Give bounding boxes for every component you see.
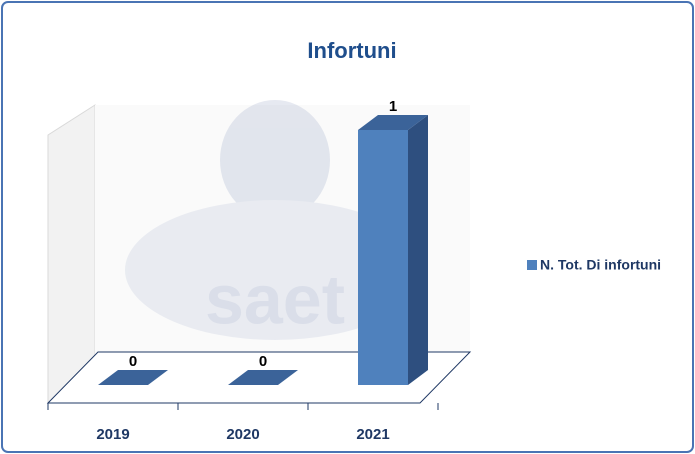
legend-label: N. Tot. Di infortuni [540,257,661,273]
data-label: 1 [389,98,397,115]
bar [358,115,428,385]
bar-face [408,115,428,385]
bar-face [358,115,428,130]
data-label: 0 [129,353,137,370]
bar-face [98,370,168,385]
bar [98,370,168,385]
chart-title: Infortuni [307,38,396,63]
bar-face [358,130,408,385]
x-tick-label: 2020 [226,426,259,443]
x-tick-label: 2021 [356,426,389,443]
data-label: 0 [259,353,267,370]
bar [228,370,298,385]
x-tick-label: 2019 [96,426,129,443]
legend-swatch [527,260,537,270]
back-wall [47,104,96,404]
svg-text:saet: saet [205,260,345,338]
bar-face [228,370,298,385]
watermark: saet [125,100,425,340]
